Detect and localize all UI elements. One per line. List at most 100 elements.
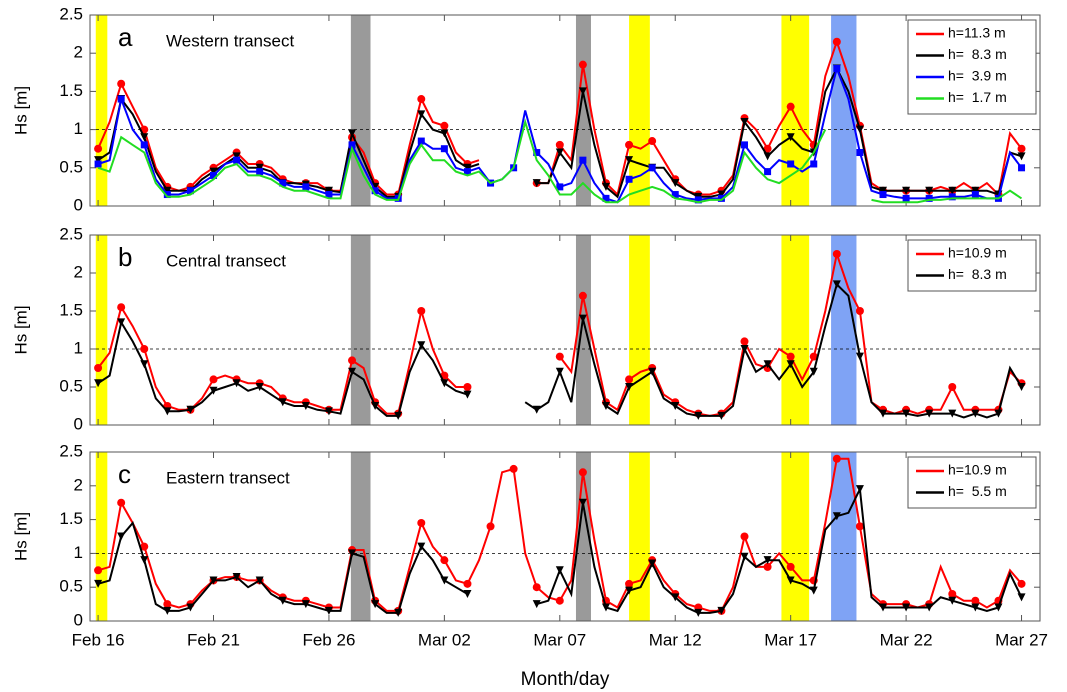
x-tick-label: Mar 12 bbox=[649, 630, 702, 649]
marker bbox=[971, 603, 980, 612]
marker bbox=[740, 117, 749, 126]
marker bbox=[855, 352, 864, 361]
marker bbox=[602, 194, 610, 202]
marker bbox=[463, 168, 471, 176]
marker bbox=[394, 608, 403, 617]
marker bbox=[532, 583, 541, 592]
marker bbox=[786, 576, 795, 585]
marker bbox=[601, 402, 610, 410]
marker bbox=[1017, 383, 1026, 391]
marker bbox=[117, 318, 126, 327]
marker bbox=[417, 110, 426, 119]
event-band bbox=[831, 235, 857, 425]
marker bbox=[740, 345, 749, 353]
marker bbox=[117, 95, 125, 103]
marker bbox=[440, 576, 449, 585]
marker bbox=[694, 411, 703, 420]
marker bbox=[209, 375, 218, 384]
marker bbox=[786, 133, 795, 142]
y-axis-label: Hs [m] bbox=[11, 512, 30, 561]
marker bbox=[787, 160, 795, 168]
marker bbox=[832, 280, 841, 289]
marker bbox=[255, 163, 264, 172]
marker bbox=[555, 367, 564, 376]
axes-frame bbox=[89, 14, 1041, 207]
event-band bbox=[781, 15, 810, 206]
marker bbox=[533, 149, 541, 157]
y-tick-label: 0.5 bbox=[59, 577, 83, 596]
marker bbox=[601, 603, 610, 612]
panel-title: Central transect bbox=[166, 251, 286, 270]
marker bbox=[971, 409, 980, 418]
marker bbox=[625, 586, 634, 595]
marker bbox=[648, 164, 656, 172]
x-tick-label: Mar 07 bbox=[533, 630, 586, 649]
marker bbox=[717, 190, 726, 199]
marker bbox=[417, 307, 426, 315]
x-tick-label: Mar 02 bbox=[418, 630, 471, 649]
marker bbox=[348, 356, 357, 365]
x-tick-label: Mar 22 bbox=[880, 630, 933, 649]
marker bbox=[117, 532, 126, 541]
marker bbox=[232, 573, 241, 582]
axes-frame bbox=[89, 451, 1041, 622]
marker bbox=[163, 186, 172, 195]
marker bbox=[832, 250, 841, 258]
marker bbox=[532, 179, 541, 188]
series-line bbox=[97, 282, 1023, 419]
marker bbox=[625, 375, 634, 384]
panel: 0 0.5 1 1.5 2 2.5 Feb 16 Feb 21 Feb 26 Mar 02 Mar … bbox=[11, 441, 1048, 690]
marker bbox=[440, 145, 448, 153]
marker bbox=[94, 379, 103, 388]
marker bbox=[879, 603, 888, 612]
legend-label: h= 1.7 m bbox=[948, 89, 1007, 105]
x-tick-label: Feb 21 bbox=[187, 630, 240, 649]
marker bbox=[902, 186, 911, 195]
marker bbox=[94, 156, 103, 165]
marker bbox=[717, 411, 726, 420]
marker bbox=[417, 95, 426, 104]
panel-letter: a bbox=[118, 22, 133, 52]
event-band bbox=[831, 452, 857, 621]
event-band bbox=[350, 235, 371, 425]
event-band bbox=[781, 452, 810, 621]
y-tick-label: 2.5 bbox=[59, 441, 83, 460]
marker bbox=[763, 360, 772, 369]
legend: h=10.9 m h= 5.5 m bbox=[907, 456, 1037, 509]
marker bbox=[786, 360, 795, 369]
marker bbox=[163, 600, 172, 609]
y-tick-label: 0 bbox=[74, 414, 83, 433]
marker bbox=[209, 386, 218, 395]
marker bbox=[232, 379, 241, 388]
marker bbox=[625, 175, 633, 183]
event-band bbox=[95, 235, 108, 425]
marker bbox=[879, 409, 888, 418]
marker bbox=[163, 191, 171, 199]
marker bbox=[555, 566, 564, 575]
marker bbox=[578, 468, 587, 477]
legend-label: h=10.9 m bbox=[948, 462, 1007, 478]
marker bbox=[648, 137, 657, 146]
y-tick-label: 1 bbox=[74, 543, 83, 562]
y-tick-label: 2.5 bbox=[59, 4, 83, 23]
marker bbox=[625, 579, 634, 588]
marker bbox=[809, 367, 818, 376]
legend-label: h= 8.3 m bbox=[948, 266, 1007, 282]
marker bbox=[117, 498, 126, 507]
y-tick-label: 0 bbox=[74, 195, 83, 214]
marker bbox=[671, 191, 679, 199]
marker bbox=[856, 149, 864, 157]
marker bbox=[509, 464, 518, 473]
marker bbox=[1017, 144, 1026, 153]
marker bbox=[832, 454, 841, 463]
axes-frame bbox=[89, 234, 1041, 426]
marker bbox=[163, 606, 172, 615]
event-band bbox=[629, 235, 650, 425]
marker bbox=[417, 341, 426, 350]
x-axis-label: Month/day bbox=[521, 669, 610, 690]
marker bbox=[694, 608, 703, 617]
marker bbox=[94, 566, 103, 575]
marker bbox=[786, 102, 795, 111]
y-tick-label: 0 bbox=[74, 610, 83, 629]
marker bbox=[902, 409, 911, 418]
